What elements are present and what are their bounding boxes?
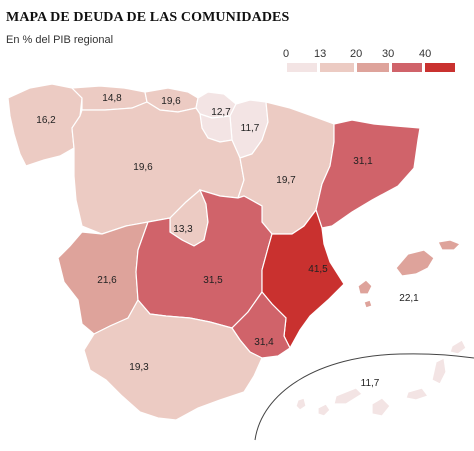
- value-label-canarias: 11,7: [361, 378, 380, 389]
- value-label-asturias: 14,8: [102, 93, 122, 104]
- legend-swatch-40-plus: [425, 63, 455, 72]
- map-subtitle: En % del PIB regional: [6, 34, 114, 46]
- region-murcia[interactable]: [231, 291, 291, 359]
- value-label-castilla-la-mancha: 31,5: [203, 275, 223, 286]
- value-label-castilla-y-leon: 19,6: [133, 162, 153, 173]
- legend-label-20: 20: [350, 48, 363, 60]
- legend-swatch-0-13: [287, 63, 317, 72]
- value-label-extremadura: 21,6: [97, 275, 117, 286]
- legend-label-40: 40: [419, 48, 432, 60]
- map-title: MAPA DE DEUDA DE LAS COMUNIDADES: [6, 10, 290, 25]
- value-label-murcia: 31,4: [254, 337, 274, 348]
- legend-swatch-13-20: [320, 63, 354, 72]
- value-label-navarra: 11,7: [241, 123, 260, 134]
- value-label-baleares: 22,1: [399, 293, 419, 304]
- value-label-galicia: 16,2: [36, 115, 56, 126]
- legend-swatch-20-30: [357, 63, 389, 72]
- legend-label-13: 13: [314, 48, 327, 60]
- region-cataluna[interactable]: [315, 119, 421, 229]
- value-label-aragon: 19,7: [276, 175, 296, 186]
- region-baleares[interactable]: [357, 239, 462, 309]
- canarias-inset-border: [254, 353, 474, 441]
- legend-label-0: 0: [283, 48, 290, 60]
- value-label-cantabria: 19,6: [161, 96, 181, 107]
- value-label-pais-vasco: 12,7: [211, 107, 231, 118]
- region-andalucia[interactable]: [83, 298, 263, 421]
- value-label-comunidad-valenciana: 41,5: [308, 264, 328, 275]
- legend-label-30: 30: [382, 48, 395, 60]
- value-label-cataluna: 31,1: [353, 156, 373, 167]
- region-canarias[interactable]: [295, 339, 467, 417]
- value-label-madrid: 13,3: [173, 224, 193, 235]
- legend-swatch-30-40: [392, 63, 422, 72]
- value-label-andalucia: 19,3: [129, 362, 149, 373]
